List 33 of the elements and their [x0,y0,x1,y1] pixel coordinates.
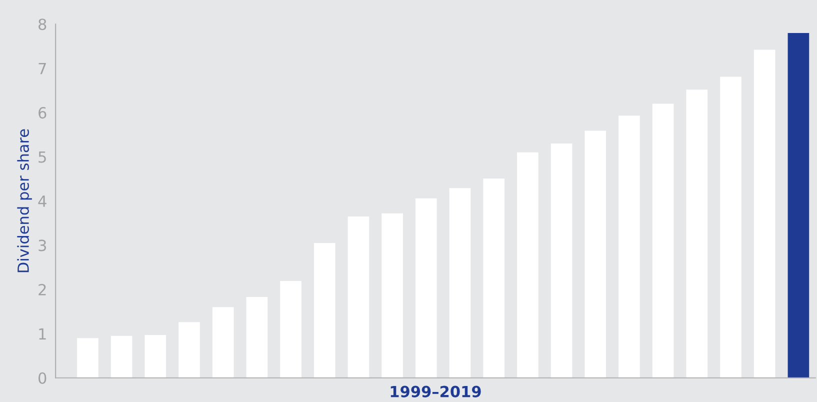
bar [618,116,640,378]
y-axis-title: Dividend per share [17,129,32,272]
bar [178,322,200,378]
x-axis-title: 1999–2019 [390,386,481,398]
y-tick-label: 5 [38,151,46,163]
y-tick-label: 6 [38,107,46,119]
bar [754,50,776,378]
y-tick-label: 1 [39,328,46,340]
bar [110,336,132,378]
y-tick-label: 8 [38,18,46,30]
bar [415,198,437,378]
bar [144,334,166,378]
bar [212,307,234,378]
bar [517,152,538,378]
y-tick-label: 2 [38,284,46,296]
bar [550,144,572,378]
bar [314,243,336,378]
y-tick-label: 7 [38,63,46,74]
bar [348,216,370,378]
bar [584,130,606,378]
bar [449,188,471,378]
bar [652,104,674,378]
bar [382,213,403,378]
bar [77,338,98,378]
bar [483,178,505,378]
bar [788,32,810,378]
bar [720,76,742,378]
bar [246,296,268,378]
bar [280,281,302,378]
y-tick-label: 3 [38,240,46,252]
bar [686,90,708,378]
y-tick-label: 0 [38,372,46,384]
y-tick-label: 4 [38,196,46,207]
